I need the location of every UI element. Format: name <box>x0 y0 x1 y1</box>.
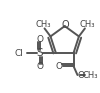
Text: O: O <box>61 20 69 30</box>
Text: O: O <box>55 62 62 71</box>
Text: O: O <box>78 70 85 80</box>
Text: CH₃: CH₃ <box>36 20 51 29</box>
Text: CH₃: CH₃ <box>79 20 95 29</box>
Text: O: O <box>36 62 44 71</box>
Text: CH₃: CH₃ <box>83 70 98 80</box>
Text: S: S <box>37 48 43 58</box>
Text: O: O <box>36 35 44 44</box>
Text: Cl: Cl <box>14 49 23 58</box>
